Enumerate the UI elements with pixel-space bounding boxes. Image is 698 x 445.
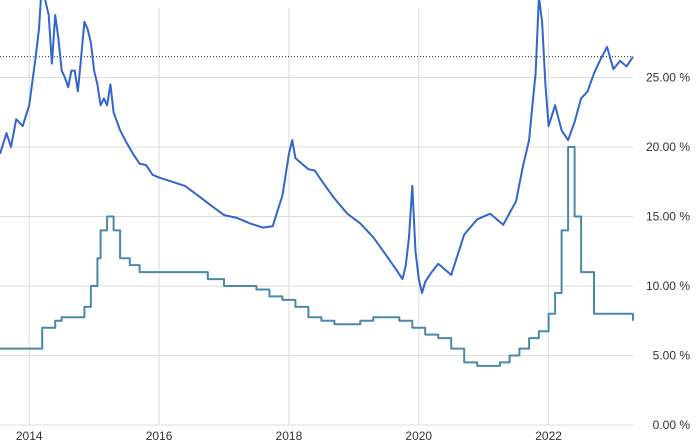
x-tick-label: 2022 bbox=[535, 429, 562, 443]
x-axis-tick-labels: 2014 2016 2018 2020 2022 bbox=[16, 429, 562, 443]
y-tick-label: 15.00 % bbox=[646, 210, 690, 224]
y-axis-tick-labels: 0.00 % 5.00 % 10.00 % 15.00 % 20.00 % 25.00 % bbox=[646, 71, 690, 433]
grid bbox=[0, 8, 633, 426]
y-tick-label: 10.00 % bbox=[646, 279, 690, 293]
series-line-main bbox=[0, 0, 634, 294]
y-tick-label: 5.00 % bbox=[653, 349, 691, 363]
series-group bbox=[0, 0, 634, 367]
x-tick-label: 2014 bbox=[16, 429, 43, 443]
x-tick-label: 2020 bbox=[405, 429, 432, 443]
y-tick-label: 0.00 % bbox=[653, 418, 691, 432]
x-tick-label: 2016 bbox=[146, 429, 173, 443]
y-tick-label: 25.00 % bbox=[646, 71, 690, 85]
y-tick-label: 20.00 % bbox=[646, 140, 690, 154]
x-tick-label: 2018 bbox=[276, 429, 303, 443]
series-line-step bbox=[0, 146, 634, 367]
